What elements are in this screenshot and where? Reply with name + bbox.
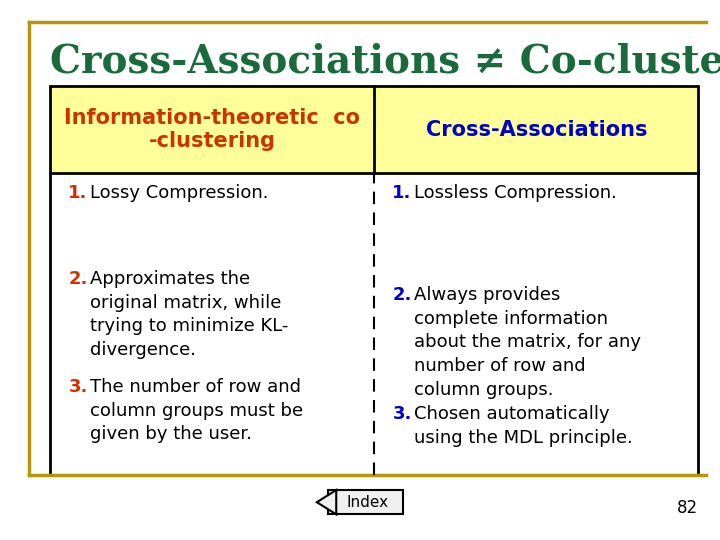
Text: Information-theoretic  co
-clustering: Information-theoretic co -clustering <box>64 108 361 151</box>
Text: 3.: 3. <box>68 378 88 396</box>
Text: 2.: 2. <box>68 270 88 288</box>
Text: 82: 82 <box>678 498 698 517</box>
Text: 1.: 1. <box>68 184 88 201</box>
Text: Index: Index <box>346 495 388 510</box>
Bar <box>374 86 698 173</box>
Text: Cross-Associations: Cross-Associations <box>426 119 647 140</box>
Text: Lossy Compression.: Lossy Compression. <box>90 184 269 201</box>
Bar <box>50 86 374 173</box>
Bar <box>50 86 698 475</box>
Text: Cross-Associations ≠ Co-clustering !: Cross-Associations ≠ Co-clustering ! <box>50 43 720 82</box>
Text: 2.: 2. <box>392 286 412 304</box>
Text: 1.: 1. <box>392 184 412 201</box>
Text: Always provides
complete information
about the matrix, for any
number of row and: Always provides complete information abo… <box>414 286 641 399</box>
Bar <box>328 490 403 514</box>
Text: Approximates the
original matrix, while
trying to minimize KL-
divergence.: Approximates the original matrix, while … <box>90 270 289 359</box>
Text: Lossless Compression.: Lossless Compression. <box>414 184 617 201</box>
Polygon shape <box>317 490 336 514</box>
Text: 3.: 3. <box>392 405 412 423</box>
Text: The number of row and
column groups must be
given by the user.: The number of row and column groups must… <box>90 378 303 443</box>
Text: Chosen automatically
using the MDL principle.: Chosen automatically using the MDL princ… <box>414 405 633 447</box>
